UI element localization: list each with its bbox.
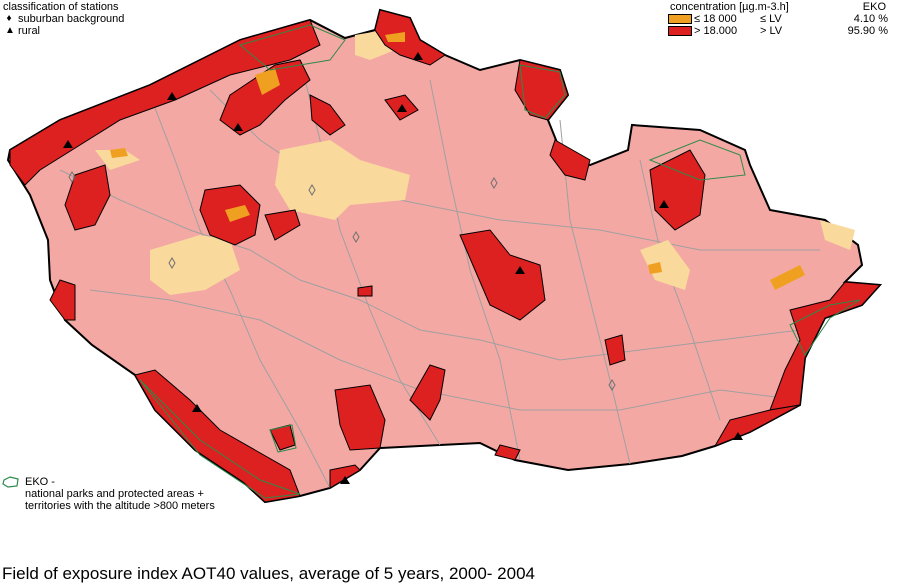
eko-percent-low: 4.10 % <box>853 13 888 25</box>
rural-station-marker <box>63 140 73 148</box>
rural-station-marker <box>515 266 525 274</box>
eko-outlines <box>139 24 861 499</box>
stations-legend-title: classification of stations <box>3 1 119 13</box>
suburban-station-marker <box>490 177 498 189</box>
rural-station-marker <box>233 123 243 131</box>
eko-percent-high: 95.90 % <box>847 25 888 37</box>
high-class-swatch <box>668 26 692 36</box>
concentration-legend: concentration [µg.m-3.h] EKO ≤ 18 000 ≤ … <box>668 1 900 37</box>
rural-station-marker <box>167 92 177 100</box>
district-boundaries <box>59 59 820 489</box>
threshold-high: > 18.000 <box>694 25 738 37</box>
suburban-background-label: suburban background <box>18 13 125 25</box>
eko-legend-title: EKO - <box>25 476 55 488</box>
concentration-row-low: ≤ 18 000 ≤ LV 4.10 % <box>668 13 900 25</box>
medium-class-areas <box>110 32 805 290</box>
stations-legend-item: ♦ suburban background <box>3 13 124 25</box>
concentration-header: concentration [µg.m-3.h] <box>670 1 789 13</box>
eko-outline-icon <box>2 476 19 488</box>
suburban-station-markers <box>68 171 616 391</box>
eko-legend: EKO - national parks and protected areas… <box>2 476 215 512</box>
eko-legend-line2: territories with the altitude >800 meter… <box>25 500 215 512</box>
suburban-station-marker <box>68 171 76 183</box>
rural-station-marker <box>192 404 202 412</box>
suburban-station-marker <box>608 379 616 391</box>
stations-legend-item: ▲ rural <box>3 25 124 37</box>
high-class-areas <box>9 9 882 503</box>
medium-class-swatch <box>668 14 692 24</box>
eko-legend-title-row: EKO - <box>2 476 215 488</box>
triangle-icon: ▲ <box>5 25 15 36</box>
concentration-legend-header: concentration [µg.m-3.h] EKO <box>668 1 900 13</box>
stations-legend: classification of stations ♦ suburban ba… <box>3 1 124 37</box>
eko-header: EKO <box>862 1 886 13</box>
lv-low: ≤ LV <box>760 13 782 25</box>
figure-caption: Field of exposure index AOT40 values, av… <box>2 564 535 583</box>
rural-station-marker <box>733 432 743 440</box>
rural-station-marker <box>659 200 669 208</box>
threshold-low: ≤ 18 000 <box>694 13 737 25</box>
suburban-station-marker <box>352 231 360 243</box>
rural-station-marker <box>413 52 423 60</box>
concentration-row-high: > 18.000 > LV 95.90 % <box>668 25 900 37</box>
station-markers <box>63 52 743 484</box>
lv-high: > LV <box>760 25 783 37</box>
rural-label: rural <box>18 25 41 37</box>
rural-station-marker <box>397 104 407 112</box>
light-class-areas <box>95 30 855 295</box>
eko-legend-line1: national parks and protected areas + <box>25 488 204 500</box>
suburban-station-marker <box>308 184 316 196</box>
diamond-icon: ♦ <box>6 13 12 24</box>
rural-station-marker <box>340 476 350 484</box>
suburban-station-marker <box>168 257 176 269</box>
